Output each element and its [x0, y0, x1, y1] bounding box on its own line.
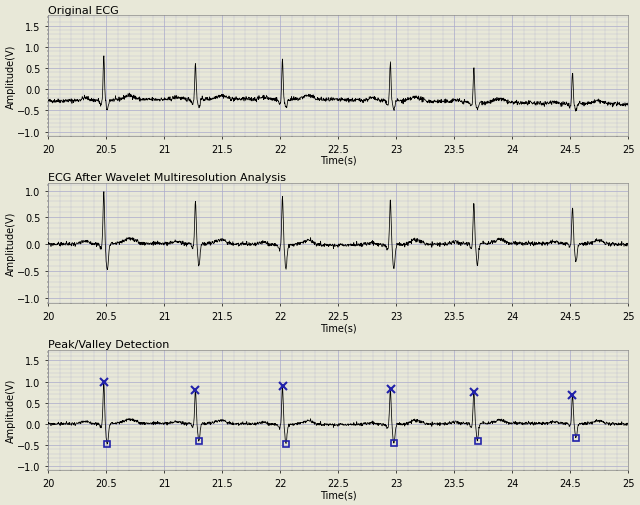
Text: Peak/Valley Detection: Peak/Valley Detection: [48, 339, 170, 349]
X-axis label: Time(s): Time(s): [320, 156, 356, 166]
X-axis label: Time(s): Time(s): [320, 489, 356, 499]
X-axis label: Time(s): Time(s): [320, 323, 356, 332]
Y-axis label: Amplitude(V): Amplitude(V): [6, 44, 15, 109]
Y-axis label: Amplitude(V): Amplitude(V): [6, 378, 15, 442]
Text: Original ECG: Original ECG: [48, 6, 119, 16]
Text: ECG After Wavelet Multiresolution Analysis: ECG After Wavelet Multiresolution Analys…: [48, 173, 286, 182]
Y-axis label: Amplitude(V): Amplitude(V): [6, 211, 15, 276]
